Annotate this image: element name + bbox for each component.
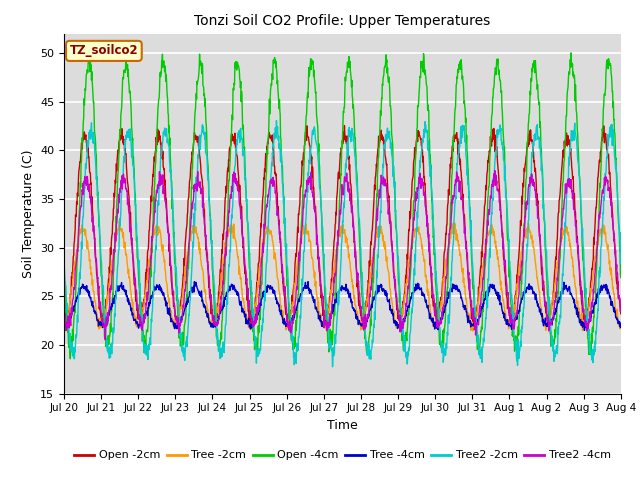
Tree -4cm	[580, 327, 588, 333]
Tree2 -2cm	[308, 131, 316, 136]
Tree -4cm	[60, 324, 68, 330]
Tree2 -4cm	[617, 306, 625, 312]
Tree2 -2cm	[126, 138, 134, 144]
Legend: Open -2cm, Tree -2cm, Open -4cm, Tree -4cm, Tree2 -2cm, Tree2 -4cm: Open -2cm, Tree -2cm, Open -4cm, Tree -4…	[70, 446, 615, 465]
Tree -4cm	[318, 321, 326, 327]
Tree -2cm	[468, 328, 476, 334]
Tree -4cm	[378, 285, 385, 290]
Tree2 -2cm	[297, 315, 305, 321]
Tree -2cm	[378, 224, 385, 229]
Open -2cm	[469, 327, 477, 333]
Open -2cm	[318, 296, 326, 301]
Tree -2cm	[126, 280, 134, 286]
Open -4cm	[567, 50, 575, 56]
Tree -4cm	[103, 314, 111, 320]
Open -4cm	[104, 346, 111, 351]
Line: Tree -4cm: Tree -4cm	[64, 282, 621, 330]
Open -4cm	[67, 356, 74, 361]
Tree -2cm	[617, 323, 625, 329]
Open -4cm	[617, 275, 625, 280]
Tree2 -4cm	[308, 190, 316, 195]
Open -2cm	[308, 154, 316, 160]
Tree2 -4cm	[101, 337, 109, 343]
Line: Tree2 -4cm: Tree2 -4cm	[64, 171, 621, 340]
Open -4cm	[60, 278, 68, 284]
Tree2 -4cm	[126, 222, 134, 228]
Tree -2cm	[297, 235, 305, 241]
Text: TZ_soilco2: TZ_soilco2	[70, 44, 138, 58]
X-axis label: Time: Time	[327, 419, 358, 432]
Line: Open -4cm: Open -4cm	[64, 53, 621, 359]
Tree -4cm	[304, 279, 312, 285]
Tree2 -4cm	[378, 172, 385, 178]
Tree -2cm	[115, 218, 123, 224]
Open -2cm	[617, 311, 625, 317]
Line: Open -2cm: Open -2cm	[64, 126, 621, 330]
Tree -4cm	[126, 300, 134, 306]
Title: Tonzi Soil CO2 Profile: Upper Temperatures: Tonzi Soil CO2 Profile: Upper Temperatur…	[195, 14, 490, 28]
Tree2 -4cm	[104, 310, 111, 315]
Open -2cm	[60, 312, 68, 317]
Tree -2cm	[60, 320, 68, 326]
Tree2 -4cm	[60, 302, 68, 308]
Tree -4cm	[308, 294, 316, 300]
Y-axis label: Soil Temperature (C): Soil Temperature (C)	[22, 149, 35, 278]
Open -4cm	[308, 61, 316, 67]
Tree2 -4cm	[297, 236, 305, 242]
Tree2 -2cm	[273, 118, 280, 123]
Tree -2cm	[103, 299, 111, 305]
Tree2 -2cm	[617, 255, 625, 261]
Tree2 -2cm	[60, 259, 68, 265]
Tree2 -2cm	[318, 228, 326, 233]
Tree2 -2cm	[378, 180, 385, 186]
Open -2cm	[103, 296, 111, 302]
Open -4cm	[378, 103, 385, 108]
Open -4cm	[126, 88, 134, 94]
Line: Tree -2cm: Tree -2cm	[64, 221, 621, 331]
Tree2 -4cm	[318, 290, 326, 296]
Open -2cm	[378, 127, 385, 133]
Tree2 -4cm	[491, 168, 499, 174]
Tree -4cm	[296, 292, 304, 298]
Open -2cm	[126, 203, 134, 209]
Tree -2cm	[308, 255, 316, 261]
Tree -2cm	[318, 323, 326, 328]
Open -4cm	[318, 233, 326, 239]
Line: Tree2 -2cm: Tree2 -2cm	[64, 120, 621, 367]
Tree2 -2cm	[103, 337, 111, 343]
Tree -4cm	[617, 324, 625, 330]
Open -4cm	[297, 239, 305, 245]
Tree2 -2cm	[329, 364, 337, 370]
Open -2cm	[340, 123, 348, 129]
Open -2cm	[296, 186, 304, 192]
